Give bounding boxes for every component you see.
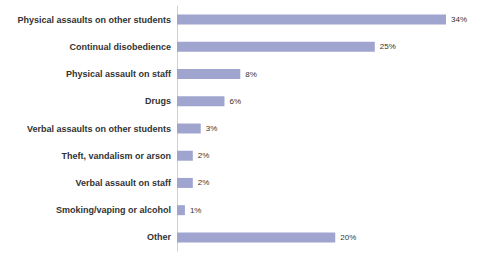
svg-text:6%: 6% xyxy=(229,97,241,106)
svg-text:Continual disobedience: Continual disobedience xyxy=(69,42,171,52)
svg-text:Other: Other xyxy=(147,232,172,242)
svg-text:2%: 2% xyxy=(198,178,210,187)
svg-text:3%: 3% xyxy=(206,124,218,133)
svg-text:Smoking/vaping or alcohol: Smoking/vaping or alcohol xyxy=(56,205,171,215)
svg-text:8%: 8% xyxy=(245,70,257,79)
svg-text:2%: 2% xyxy=(198,151,210,160)
svg-text:Theft, vandalism or arson: Theft, vandalism or arson xyxy=(61,151,171,161)
svg-text:1%: 1% xyxy=(190,206,202,215)
svg-text:Physical assaults on other stu: Physical assaults on other students xyxy=(17,15,171,25)
svg-text:34%: 34% xyxy=(451,15,467,24)
svg-text:Physical assault on staff: Physical assault on staff xyxy=(66,69,172,79)
svg-text:Verbal assaults on other stude: Verbal assaults on other students xyxy=(27,124,171,134)
svg-text:Verbal assault on staff: Verbal assault on staff xyxy=(75,178,172,188)
svg-text:25%: 25% xyxy=(380,42,396,51)
svg-text:Drugs: Drugs xyxy=(145,96,171,106)
svg-text:20%: 20% xyxy=(340,233,356,242)
